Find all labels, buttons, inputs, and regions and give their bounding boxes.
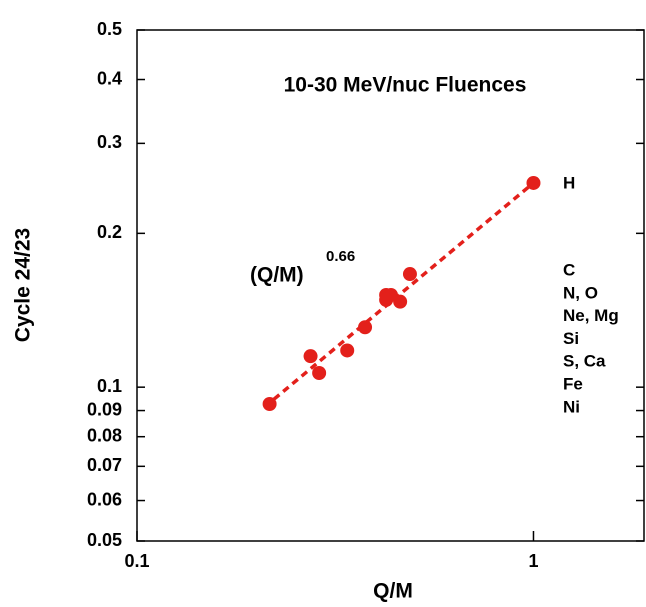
point — [379, 292, 394, 307]
y-axis-label: Cycle 24/23 — [12, 228, 35, 342]
point — [358, 320, 373, 335]
point — [312, 365, 327, 380]
element-label: Si — [563, 329, 579, 348]
point — [393, 294, 408, 309]
element-label: Ne, Mg — [563, 306, 619, 325]
element-label: C — [563, 260, 575, 279]
element-label: Fe — [563, 374, 583, 393]
y-tick-label: 0.07 — [87, 455, 122, 475]
point — [262, 396, 277, 411]
y-tick-label: 0.05 — [87, 530, 122, 550]
fit-exponent: 0.66 — [326, 248, 355, 265]
point — [526, 175, 541, 190]
fit-label: (Q/M) — [250, 264, 304, 287]
y-tick-label: 0.09 — [87, 399, 122, 419]
plot-frame — [136, 29, 645, 542]
y-tick-label: 0.08 — [87, 425, 122, 445]
point — [303, 349, 318, 364]
y-tick-label: 0.2 — [97, 222, 122, 242]
y-tick-label: 0.06 — [87, 489, 122, 509]
y-tick-label: 0.1 — [97, 376, 122, 396]
element-label: S, Ca — [563, 352, 606, 371]
x-axis-label: Q/M — [373, 580, 413, 603]
y-tick-label: 0.5 — [97, 19, 122, 39]
x-tick-label: 1 — [528, 551, 538, 571]
x-tick-label: 0.1 — [124, 551, 149, 571]
y-tick-label: 0.3 — [97, 132, 122, 152]
y-tick-label: 0.4 — [97, 68, 122, 88]
point — [340, 343, 355, 358]
element-label: Ni — [563, 397, 580, 416]
element-label: N, O — [563, 283, 598, 302]
point — [402, 267, 417, 282]
element-label: H — [563, 173, 575, 192]
chart-title: 10-30 MeV/nuc Fluences — [284, 74, 527, 97]
